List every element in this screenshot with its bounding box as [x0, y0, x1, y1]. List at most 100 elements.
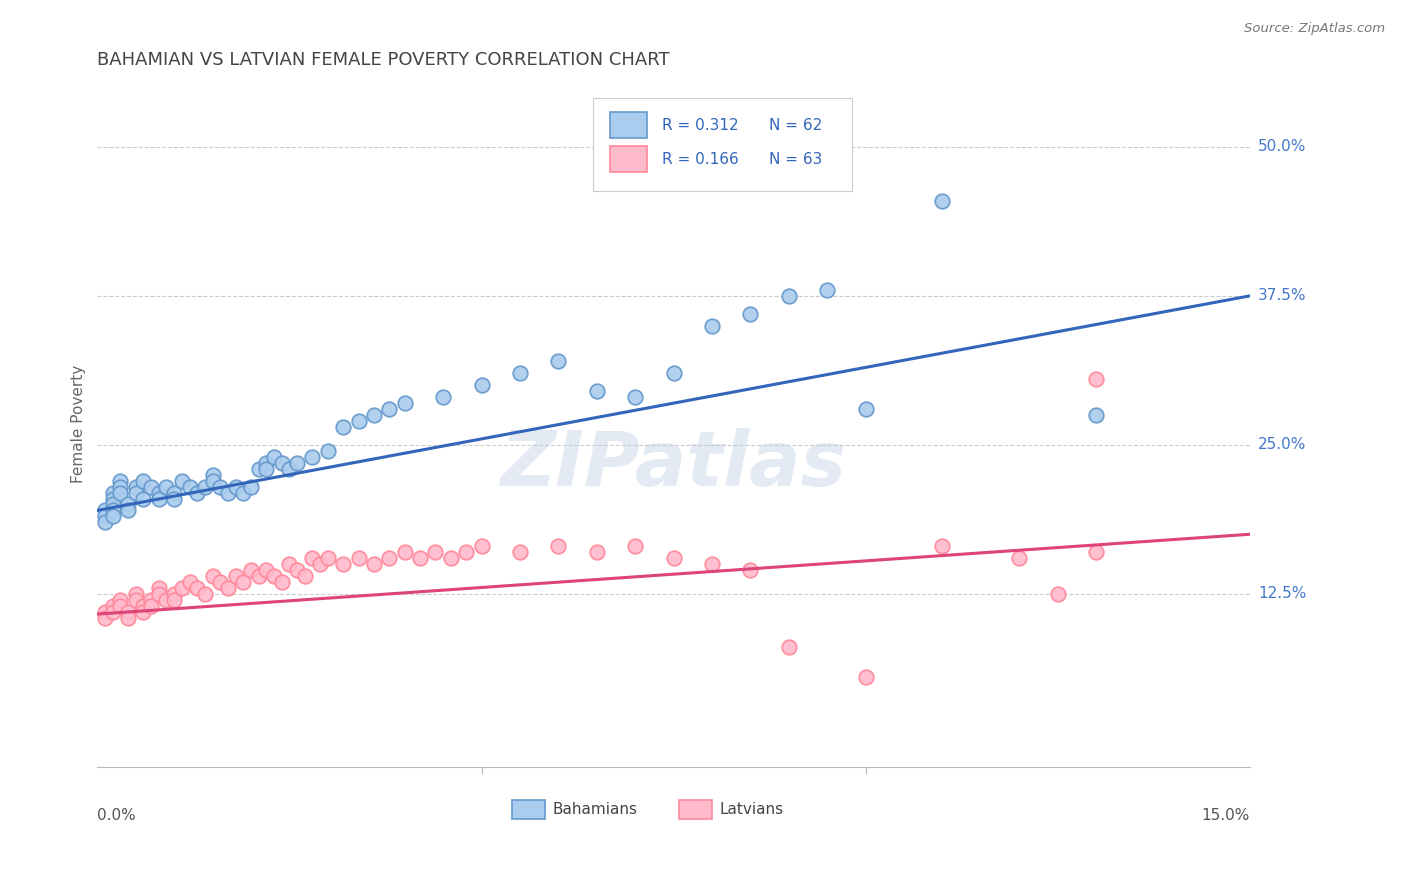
Point	[132, 599, 155, 613]
Text: N = 62: N = 62	[769, 118, 823, 133]
Point	[217, 581, 239, 595]
Point	[585, 384, 607, 399]
Point	[110, 479, 132, 493]
Point	[855, 670, 877, 684]
Point	[232, 574, 254, 589]
Text: 37.5%: 37.5%	[1258, 288, 1306, 303]
Point	[132, 491, 155, 506]
Point	[285, 456, 308, 470]
Point	[440, 551, 463, 566]
Point	[931, 194, 953, 208]
Text: BAHAMIAN VS LATVIAN FEMALE POVERTY CORRELATION CHART: BAHAMIAN VS LATVIAN FEMALE POVERTY CORRE…	[97, 51, 671, 69]
Point	[194, 479, 217, 493]
Point	[270, 574, 292, 589]
Point	[247, 461, 270, 475]
Point	[225, 479, 247, 493]
Point	[740, 563, 762, 577]
Text: R = 0.312: R = 0.312	[662, 118, 738, 133]
Point	[294, 569, 316, 583]
Point	[363, 557, 385, 571]
Point	[163, 587, 186, 601]
FancyBboxPatch shape	[679, 800, 711, 820]
Point	[139, 479, 162, 493]
Point	[931, 539, 953, 553]
Point	[125, 587, 148, 601]
Point	[132, 605, 155, 619]
Point	[117, 498, 139, 512]
Point	[547, 539, 569, 553]
Text: 15.0%: 15.0%	[1202, 808, 1250, 823]
Point	[94, 503, 117, 517]
Point	[101, 599, 124, 613]
Point	[347, 551, 370, 566]
Point	[209, 479, 232, 493]
Point	[278, 461, 301, 475]
Point	[179, 574, 201, 589]
Text: 25.0%: 25.0%	[1258, 437, 1306, 452]
Point	[217, 485, 239, 500]
Point	[125, 592, 148, 607]
Point	[155, 592, 177, 607]
Text: 0.0%: 0.0%	[97, 808, 136, 823]
Point	[585, 545, 607, 559]
Point	[547, 354, 569, 368]
Point	[278, 557, 301, 571]
Text: N = 63: N = 63	[769, 152, 823, 167]
Point	[186, 485, 208, 500]
Point	[509, 545, 531, 559]
Text: 12.5%: 12.5%	[1258, 586, 1306, 601]
Point	[110, 599, 132, 613]
Point	[125, 485, 148, 500]
Point	[110, 485, 132, 500]
Point	[148, 587, 170, 601]
Point	[148, 485, 170, 500]
Point	[363, 408, 385, 422]
Point	[700, 318, 723, 333]
Point	[163, 592, 186, 607]
Point	[778, 640, 800, 655]
Point	[316, 443, 339, 458]
Point	[309, 557, 332, 571]
Point	[148, 491, 170, 506]
Point	[201, 467, 224, 482]
Point	[117, 610, 139, 624]
Point	[263, 450, 285, 464]
Point	[378, 551, 401, 566]
Point	[432, 390, 454, 404]
Point	[263, 569, 285, 583]
Point	[194, 587, 217, 601]
Text: Source: ZipAtlas.com: Source: ZipAtlas.com	[1244, 22, 1385, 36]
Point	[148, 581, 170, 595]
Point	[1085, 372, 1108, 386]
Point	[332, 420, 354, 434]
Point	[170, 581, 193, 595]
Y-axis label: Female Poverty: Female Poverty	[72, 365, 86, 483]
Point	[662, 551, 685, 566]
Point	[394, 545, 416, 559]
Point	[285, 563, 308, 577]
Point	[139, 592, 162, 607]
Point	[163, 491, 186, 506]
FancyBboxPatch shape	[512, 800, 544, 820]
Point	[101, 491, 124, 506]
Point	[347, 414, 370, 428]
Point	[624, 390, 647, 404]
Point	[1085, 545, 1108, 559]
Point	[209, 574, 232, 589]
Point	[378, 402, 401, 417]
Point	[186, 581, 208, 595]
Point	[101, 503, 124, 517]
Point	[855, 402, 877, 417]
Point	[778, 289, 800, 303]
Point	[139, 599, 162, 613]
Point	[101, 605, 124, 619]
Point	[740, 307, 762, 321]
Text: ZIPatlas: ZIPatlas	[501, 428, 846, 502]
Point	[470, 539, 492, 553]
Point	[509, 367, 531, 381]
Point	[170, 474, 193, 488]
Point	[201, 569, 224, 583]
Point	[125, 479, 148, 493]
Point	[301, 551, 323, 566]
Point	[332, 557, 354, 571]
